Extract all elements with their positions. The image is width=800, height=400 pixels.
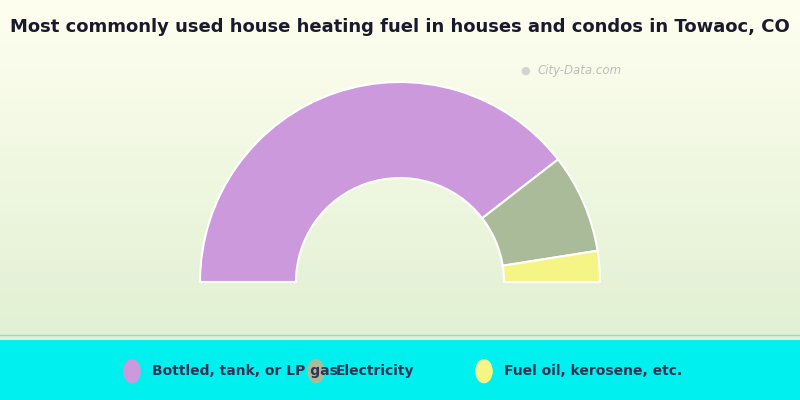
Text: Electricity: Electricity	[336, 364, 414, 378]
Text: ●: ●	[520, 65, 530, 75]
Ellipse shape	[123, 359, 141, 383]
Wedge shape	[200, 82, 558, 282]
Ellipse shape	[307, 359, 325, 383]
Wedge shape	[502, 251, 600, 282]
Text: City-Data.com: City-Data.com	[537, 64, 622, 77]
Ellipse shape	[475, 359, 493, 383]
Text: Most commonly used house heating fuel in houses and condos in Towaoc, CO: Most commonly used house heating fuel in…	[10, 18, 790, 36]
Text: Bottled, tank, or LP gas: Bottled, tank, or LP gas	[152, 364, 338, 378]
Text: Fuel oil, kerosene, etc.: Fuel oil, kerosene, etc.	[504, 364, 682, 378]
Wedge shape	[482, 160, 598, 266]
Bar	[0, 335, 800, 400]
